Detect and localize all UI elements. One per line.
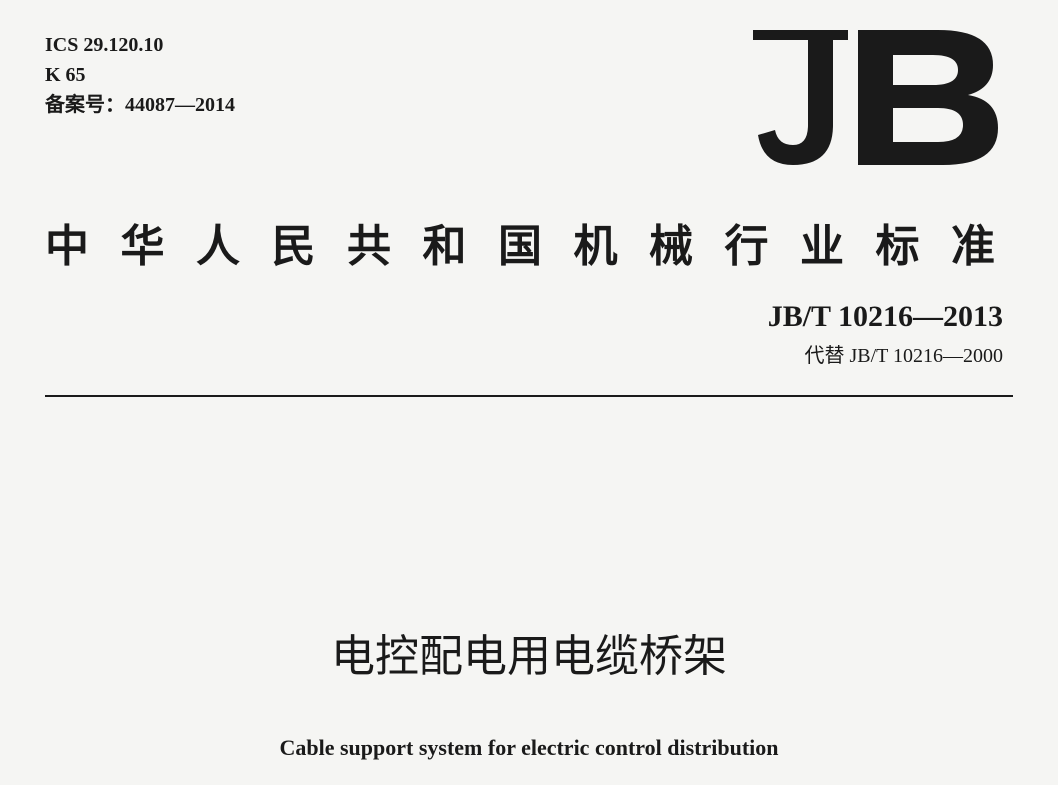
standard-replaces: 代替 JB/T 10216—2000 [768,339,1003,368]
main-title: 中华人民共和国机械行业标准 [45,210,1013,274]
standard-number-block: JB/T 10216—2013 代替 JB/T 10216—2000 [768,300,1003,368]
document-title-english: Cable support system for electric contro… [0,735,1058,761]
jb-logo [753,30,1003,170]
ics-code: ICS 29.120.10 [45,30,235,60]
replaces-number: JB/T 10216—2000 [849,345,1003,367]
header-codes: ICS 29.120.10 K 65 备案号：44087—2014 [45,30,235,120]
horizontal-divider [45,395,1013,397]
replaces-label: 代替 [804,345,844,367]
document-title-chinese: 电控配电用电缆桥架 [0,620,1058,684]
standard-number: JB/T 10216—2013 [768,300,1003,334]
filing-number: 备案号：44087—2014 [45,90,235,120]
k-code: K 65 [45,60,235,90]
